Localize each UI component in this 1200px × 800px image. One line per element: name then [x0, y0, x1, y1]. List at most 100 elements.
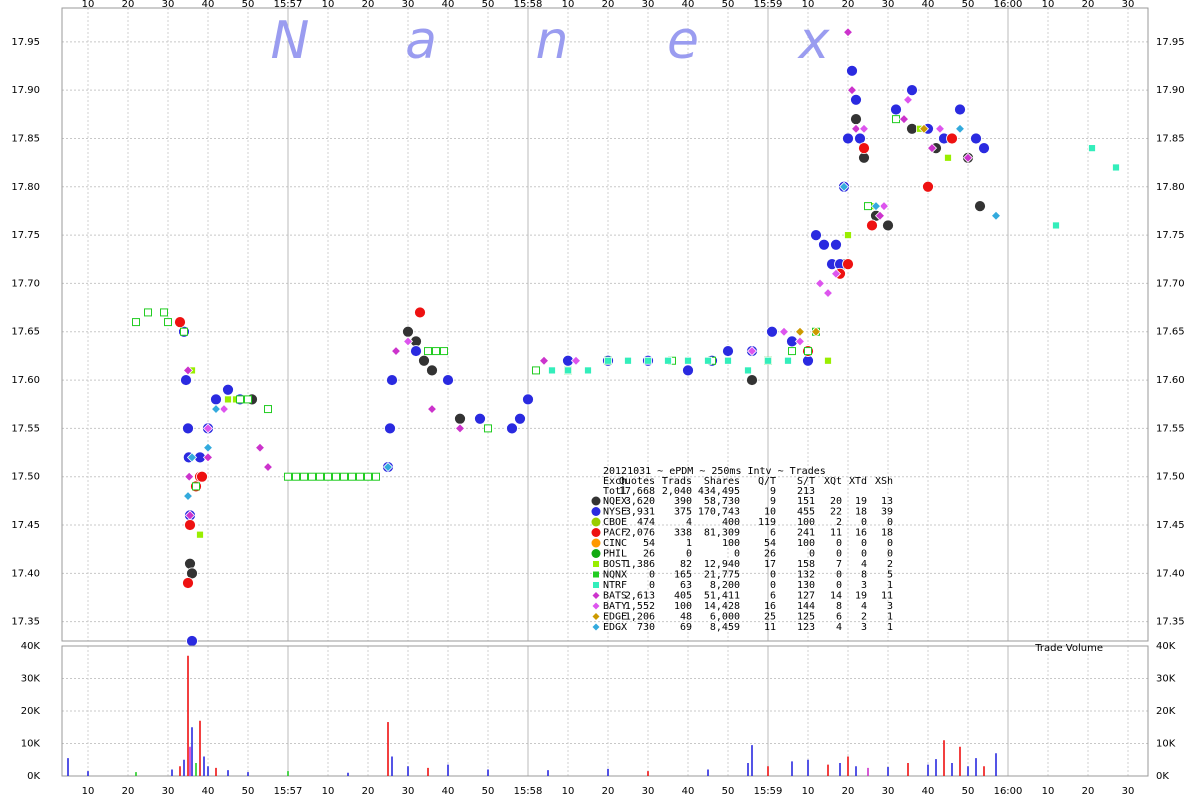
trade-point — [824, 356, 832, 365]
legend-marker — [591, 528, 601, 537]
trade-point — [874, 210, 886, 221]
volume-bar — [747, 763, 749, 776]
trade-point — [898, 114, 910, 125]
legend-stat: 100 — [797, 538, 815, 549]
y-tick-label: 30K — [1156, 674, 1176, 685]
trade-point — [870, 201, 882, 212]
volume-bar — [983, 766, 985, 776]
legend-header: XQt — [824, 476, 842, 487]
x-tick-label: 15:59 — [754, 0, 783, 10]
volume-bar — [203, 756, 205, 776]
trade-point — [454, 412, 466, 425]
y-tick-label: 17.55 — [1156, 423, 1185, 434]
legend-stat: 338 — [674, 528, 692, 539]
x-tick-label: 10 — [82, 0, 95, 10]
legend-total: Totl — [603, 486, 627, 497]
x-tick-label: 30 — [642, 786, 655, 797]
legend-stat: 730 — [637, 622, 655, 633]
trade-point — [842, 27, 854, 38]
trade-point — [794, 336, 806, 347]
volume-bar — [87, 771, 89, 776]
x-tick-label: 40 — [202, 0, 215, 10]
legend-stat: 1 — [887, 580, 893, 591]
x-tick-label: 40 — [202, 786, 215, 797]
x-tick-label: 30 — [162, 786, 175, 797]
trade-point — [978, 142, 990, 155]
trade-point — [236, 395, 244, 404]
legend-stat: 19 — [855, 496, 867, 507]
legend-stat: 165 — [674, 570, 692, 581]
legend-marker — [591, 517, 601, 527]
legend-marker — [592, 623, 600, 631]
x-tick-label: 20 — [602, 786, 615, 797]
volume-bar — [967, 766, 969, 776]
trade-point — [850, 93, 862, 106]
legend-stat: 6 — [770, 528, 776, 539]
trade-point — [784, 356, 792, 365]
legend-total: 213 — [797, 486, 815, 497]
legend-stat: 1,206 — [625, 612, 655, 623]
y-tick-label: 17.90 — [1156, 85, 1185, 96]
legend-marker — [593, 561, 599, 567]
trade-point — [222, 383, 234, 396]
x-tick-label: 15:57 — [274, 786, 303, 797]
legend-stat: 26 — [764, 549, 776, 560]
trade-point — [918, 123, 930, 134]
trade-point — [384, 422, 396, 435]
x-tick-label: 40 — [682, 786, 695, 797]
trade-point — [922, 180, 934, 193]
x-tick-label: 16:00 — [994, 0, 1023, 10]
legend-name: CBOE — [603, 517, 627, 528]
trade-point — [316, 472, 324, 481]
trade-point — [180, 327, 188, 336]
legend-stat: 375 — [674, 507, 692, 518]
legend-stat: 51,411 — [704, 591, 740, 602]
volume-bar — [191, 727, 193, 776]
volume-bar — [187, 655, 189, 776]
volume-bar — [179, 766, 181, 776]
trade-point — [766, 325, 778, 338]
trade-point — [186, 452, 198, 463]
x-tick-label: 40 — [922, 0, 935, 10]
trade-point — [746, 374, 758, 386]
legend-stat: 81,309 — [704, 528, 740, 539]
trade-point — [722, 345, 734, 357]
trade-point — [182, 490, 194, 502]
legend-stat: 0 — [887, 549, 893, 560]
trade-point — [372, 472, 380, 481]
trade-point — [300, 472, 308, 481]
trade-point — [810, 229, 822, 242]
y-tick-label: 0K — [1156, 771, 1169, 782]
x-tick-label: 20 — [122, 786, 135, 797]
volume-bar — [839, 763, 841, 776]
trade-point — [890, 103, 902, 116]
plot-frame — [61, 7, 1149, 642]
legend-stat: 8 — [836, 601, 842, 612]
trade-point — [810, 326, 822, 337]
trade-point — [954, 103, 966, 116]
trade-point — [548, 366, 556, 375]
legend-stat: 0 — [649, 570, 655, 581]
legend-stat: 22 — [830, 507, 842, 518]
trade-point — [210, 403, 222, 415]
legend-stat: 132 — [797, 570, 815, 581]
legend-stat: 0 — [734, 549, 740, 560]
legend-marker — [591, 549, 601, 558]
trade-point — [954, 123, 966, 134]
legend-name: EDGE — [603, 612, 627, 623]
trade-point — [174, 316, 186, 328]
y-tick-label: 17.90 — [11, 85, 40, 96]
legend-header: XSh — [875, 476, 893, 487]
legend-stat: 4 — [686, 517, 692, 528]
y-tick-label: 17.45 — [11, 520, 40, 531]
trade-point — [484, 424, 492, 433]
legend-total: 434,495 — [698, 486, 740, 497]
x-tick-label: 50 — [722, 0, 735, 10]
trade-point — [682, 364, 694, 377]
trade-point — [292, 472, 300, 481]
legend-stat: 0 — [861, 549, 867, 560]
y-tick-label: 17.80 — [1156, 182, 1185, 193]
legend-marker — [593, 571, 599, 578]
legend-stat: 0 — [770, 580, 776, 591]
